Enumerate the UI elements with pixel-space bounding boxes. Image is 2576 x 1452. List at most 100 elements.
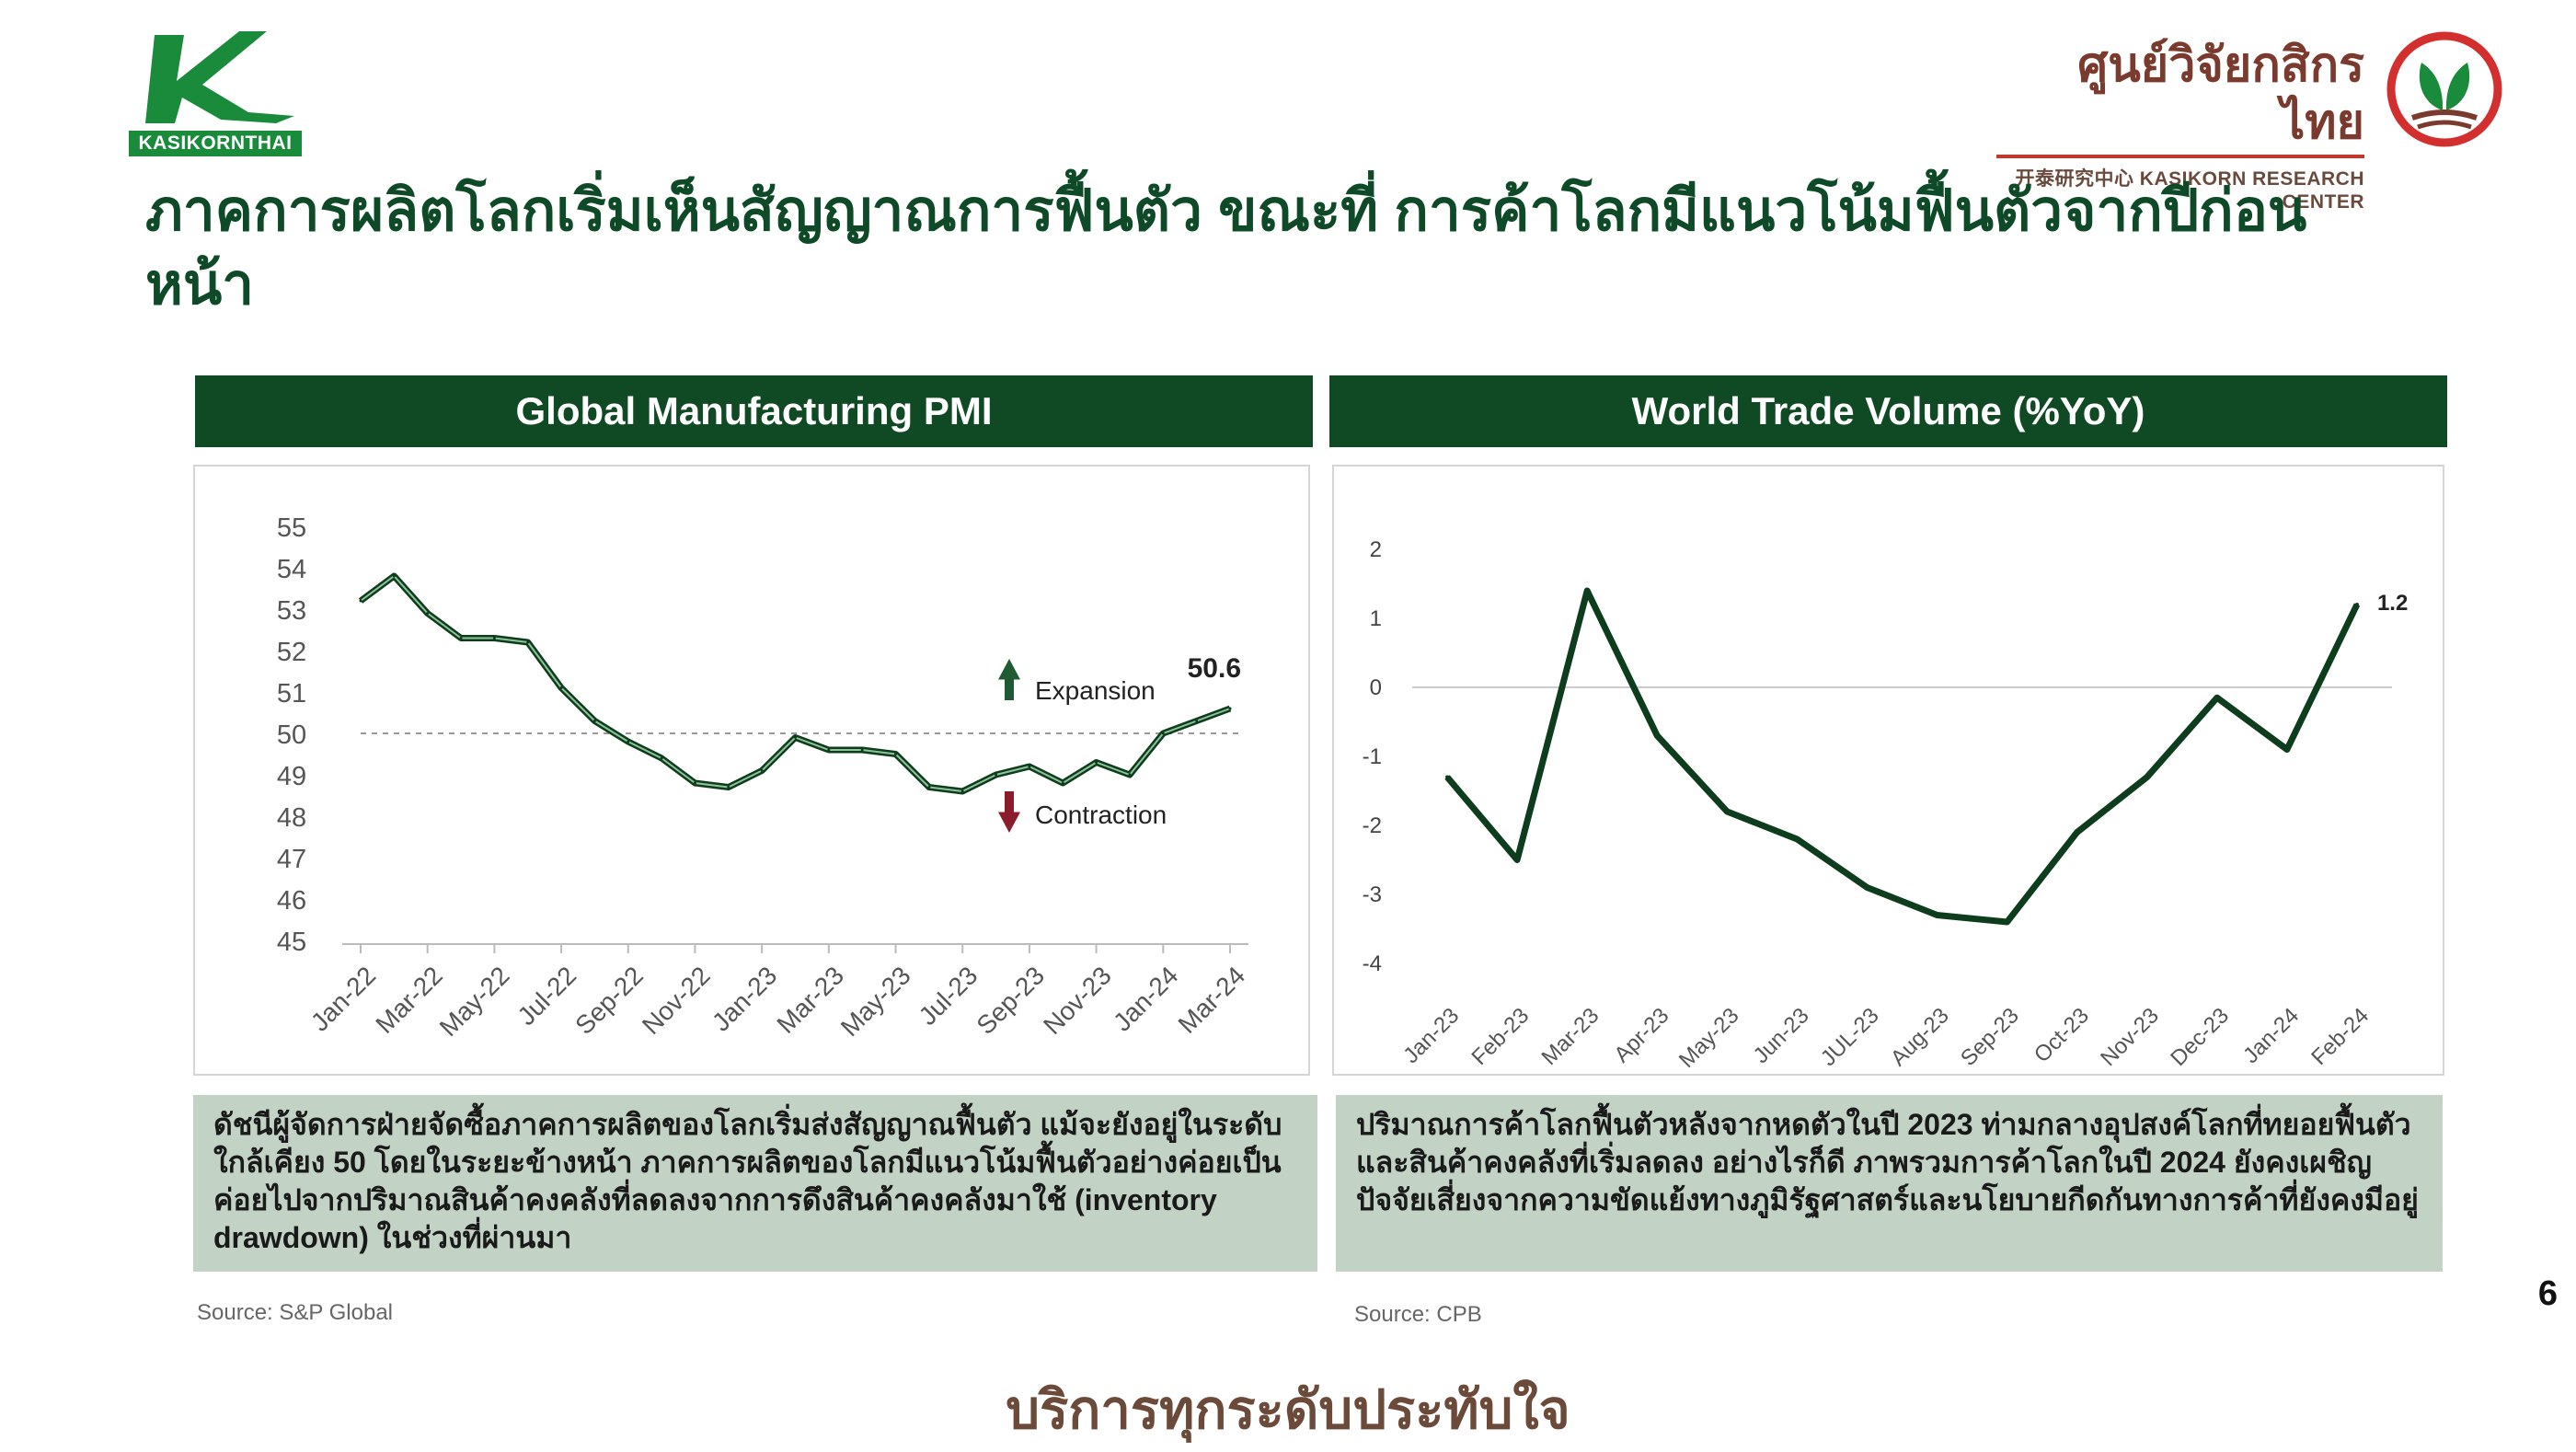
pmi-panel-header: Global Manufacturing PMI [195, 375, 1313, 447]
trade-y-tick-label: 1 [1370, 606, 1382, 631]
trade-x-tick-label: JUL-23 [1816, 1003, 1884, 1071]
pmi-x-tick-label: Jan-22 [305, 961, 381, 1036]
trade-y-tick-label: 0 [1370, 675, 1382, 700]
trade-data-point [1585, 589, 1590, 593]
trade-y-tick-label: -2 [1363, 813, 1382, 838]
krc-divider [1996, 155, 2364, 158]
pmi-y-tick-label: 55 [277, 513, 306, 543]
pmi-y-tick-label: 45 [277, 928, 306, 957]
pmi-data-point [459, 637, 463, 640]
pmi-data-point [827, 748, 831, 752]
pmi-data-point [492, 637, 496, 640]
pmi-data-point [627, 740, 630, 743]
kasikorn-research-logo: ศูนย์วิจัยกสิกรไทย 开泰研究中心 KASIKORN RESEA… [1996, 37, 2364, 213]
pmi-data-point [1028, 765, 1031, 768]
pmi-y-tick-label: 50 [277, 720, 306, 750]
pmi-x-tick-label: May-22 [434, 961, 515, 1042]
trade-x-tick-label: Dec-23 [2166, 1003, 2234, 1071]
trade-x-tick-label: Jan-24 [2238, 1003, 2304, 1068]
trade-x-tick-label: Sep-23 [1956, 1003, 2024, 1071]
trade-data-point [2075, 830, 2079, 835]
krc-emblem-icon [2386, 31, 2502, 147]
pmi-data-point [359, 599, 362, 603]
kasikornthai-wordmark: KASIKORNTHAI [129, 131, 302, 156]
trade-data-point [1935, 913, 1939, 917]
pmi-x-tick-label: May-23 [835, 961, 916, 1042]
pmi-x-tick-label: Jan-23 [707, 961, 782, 1036]
trade-panel-header: World Trade Volume (%YoY) [1329, 375, 2447, 447]
trade-source: Source: CPB [1354, 1302, 1482, 1327]
trade-y-tick-label: -4 [1363, 951, 1382, 976]
pmi-y-tick-label: 46 [277, 886, 306, 916]
pmi-data-point [960, 789, 964, 793]
k-logo-icon [145, 31, 294, 123]
pmi-data-point [1061, 781, 1064, 785]
trade-y-tick-label: 2 [1370, 537, 1382, 562]
pmi-y-tick-label: 47 [277, 845, 306, 874]
pmi-y-tick-label: 52 [277, 638, 306, 667]
page-title: ภาคการผลิตโลกเริ่มเห็นสัญญาณการฟื้นตัว ข… [145, 179, 2307, 317]
pmi-x-tick-label: Sep-23 [971, 961, 1050, 1040]
footer-slogan: บริการทุกระดับประทับใจ [1006, 1380, 1570, 1440]
pmi-y-tick-label: 49 [277, 762, 306, 791]
pmi-end-label: 50.6 [1188, 653, 1241, 684]
pmi-data-point [392, 574, 396, 578]
pmi-chart-box: 55 54 53 52 51 50 49 48 47 46 45 Jan-22 Mar-22 May-22… [193, 465, 1310, 1076]
pmi-expansion-label: Expansion [1035, 676, 1156, 705]
trade-data-point [2005, 920, 2009, 924]
pmi-data-point [559, 686, 563, 689]
kasikornthai-logo: KASIKORNTHAI [129, 28, 304, 156]
pmi-data-point [1095, 761, 1098, 764]
pmi-data-point [860, 748, 864, 752]
pmi-data-point [693, 781, 696, 785]
pmi-data-point [526, 640, 530, 644]
trade-x-tick-label: May-23 [1674, 1003, 1744, 1073]
pmi-contraction-label: Contraction [1035, 801, 1167, 829]
trade-data-point [1515, 858, 1520, 862]
trade-data-point [1795, 837, 1800, 841]
pmi-data-point [927, 786, 931, 789]
pmi-data-point [727, 786, 730, 789]
pmi-data-point [1195, 720, 1199, 722]
pmi-x-tick-label: Mar-23 [771, 961, 849, 1039]
pmi-y-tick-label: 48 [277, 803, 306, 833]
trade-data-point [2214, 696, 2219, 700]
krc-english-name: 开泰研究中心 KASIKORN RESEARCH CENTER [2015, 168, 2364, 213]
pmi-data-point [760, 769, 764, 772]
pmi-data-point [995, 773, 998, 777]
pmi-x-tick-label: Jan-24 [1108, 961, 1183, 1036]
pmi-data-point [592, 720, 596, 722]
page-number: 6 [2537, 1274, 2558, 1313]
pmi-y-tick-label: 51 [277, 679, 306, 709]
pmi-source: Source: S&P Global [197, 1300, 394, 1325]
trade-data-point [1865, 885, 1869, 890]
trade-series-line [1444, 587, 2361, 926]
trade-y-tick-label: -3 [1363, 882, 1382, 907]
trade-x-tick-label: Apr-23 [1609, 1003, 1673, 1067]
trade-x-tick-label: Nov-23 [2096, 1003, 2164, 1071]
trade-data-point [1655, 733, 1660, 738]
pmi-data-point [1228, 707, 1232, 710]
down-arrow-icon [998, 791, 1020, 833]
pmi-data-point [894, 753, 898, 755]
pmi-x-tick-label: Nov-23 [1038, 961, 1117, 1040]
pmi-data-point [794, 736, 797, 739]
pmi-data-point [1161, 732, 1165, 735]
trade-data-point [2284, 747, 2289, 752]
pmi-data-point [660, 756, 663, 760]
trade-x-tick-label: Oct-23 [2030, 1003, 2094, 1067]
pmi-x-tick-label: Mar-24 [1173, 961, 1251, 1039]
trade-note: ปริมาณการค้าโลกฟื้นตัวหลังจากหดตัวในปี 2… [1336, 1095, 2443, 1272]
trade-data-point [2354, 603, 2359, 606]
pmi-data-point [426, 612, 430, 615]
pmi-chart: 55 54 53 52 51 50 49 48 47 46 45 Jan-22Mar-22May-22… [277, 513, 1251, 1042]
trade-x-tick-label: Jun-23 [1749, 1003, 1814, 1068]
pmi-y-tick-label: 53 [277, 596, 306, 626]
trade-chart-box: 2 1 0 -1 -2 -3 -4 Jan-23 Feb-23 Mar-23 Apr-23 May-2… [1332, 465, 2444, 1076]
trade-end-label: 1.2 [2377, 591, 2408, 616]
trade-chart: 2 1 0 -1 -2 -3 -4 Jan-23 Feb-23 Mar-23 Apr-23 May-2… [1363, 537, 2409, 1073]
pmi-x-tick-label: Mar-22 [370, 961, 448, 1039]
trade-data-point [1725, 810, 1730, 813]
pmi-y-tick-label: 54 [277, 555, 306, 584]
trade-x-tick-label: Jan-23 [1398, 1003, 1464, 1068]
